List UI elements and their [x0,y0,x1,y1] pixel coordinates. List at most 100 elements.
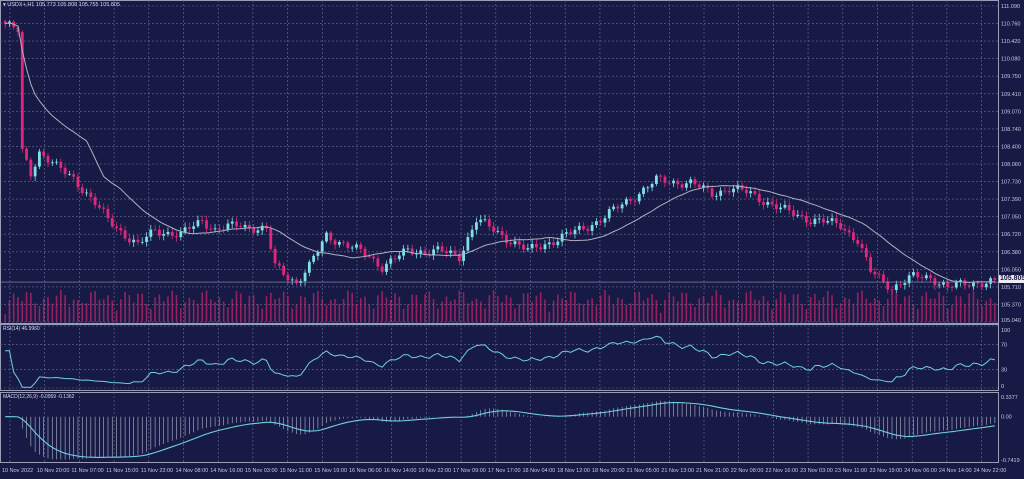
volume-bar [304,297,306,322]
candle-body [136,239,140,243]
volume-bar [719,295,722,322]
price-tick-label: 109.410 [1001,92,1021,98]
candle-body [882,274,885,282]
volume-bar [227,307,229,322]
candle-body [46,155,50,163]
candle-body [479,219,483,223]
volume-bar [312,293,315,322]
candle-body [380,266,384,272]
volume-bar [42,298,45,322]
candle-body [209,228,213,230]
volume-bar [214,301,216,322]
volume-bar [582,303,585,322]
volume-bar [351,292,353,322]
volume-bar [239,293,242,322]
candle-body [496,231,500,232]
volume-bar [479,301,482,322]
volume-bar [856,292,859,322]
candle-body [744,189,748,194]
volume-bar [115,310,118,322]
volume-bar [372,308,375,322]
candle-body [650,183,654,188]
volume-bar [715,290,718,322]
candle-body [16,27,20,33]
volume-bar [835,308,838,322]
volume-bar [381,291,383,322]
candle-body [565,232,568,234]
price-tick-label: 108.740 [1001,127,1021,133]
rsi-tick-label: 100 [1001,328,1010,334]
time-tick-label: 15 Nov 03:00 [245,468,278,474]
candle-body [290,279,294,281]
candle-body [50,162,54,164]
volume-bar [12,293,15,322]
price-tick-label: 105.370 [1001,302,1021,308]
candle-body [800,214,804,216]
candle-body [924,275,928,279]
volume-bar [754,299,756,322]
volume-bar [724,307,726,322]
time-tick-label: 18 Nov 20:00 [592,468,625,474]
volume-bar [38,306,41,322]
candle-body [989,278,992,284]
time-tick-label: 24 Nov 14:00 [939,468,972,474]
grid [0,0,998,462]
volume-bar [951,304,953,322]
volume-bar [257,304,259,322]
header-menu-icon[interactable]: ▾ [3,2,6,8]
volume-bar [706,302,709,322]
candle-body [449,250,453,254]
volume-bar [805,309,808,322]
volume-bar [192,299,195,322]
volume-bar [732,299,735,322]
candle-body [200,220,204,221]
candle-body [860,243,864,249]
volume-bar [222,301,225,322]
volume-bar [334,298,336,322]
volume-bar [81,302,84,322]
volume-bar [976,298,979,322]
candle-body [303,272,307,282]
price-tick-label: 110.420 [1001,39,1020,45]
price-tick-label: 108.060 [1001,162,1021,168]
candle-body [243,224,247,228]
volume-bar [518,303,521,322]
price-tick-label: 108.400 [1001,144,1021,150]
candle-body [157,229,161,236]
candle-body [980,283,984,288]
candle-body [886,281,890,290]
candle-body [106,208,110,219]
candle-body [963,280,967,286]
volume-bar [145,303,148,322]
volume-bar [338,303,341,322]
volume-bar [30,292,32,322]
volume-bar [985,300,988,322]
time-tick-label: 16 Nov 06:00 [349,468,382,474]
volume-bar [955,295,958,322]
candle-body [445,251,448,254]
candle-body [427,253,431,256]
candle-body [277,263,281,266]
candle-body [389,258,393,264]
volume-bar [21,300,24,322]
volume-bar [826,290,829,322]
volume-bar [102,299,105,322]
candle-body [337,242,341,245]
candle-body [85,192,88,194]
candle-body [140,241,144,243]
candle-body [890,289,894,291]
volume-bar [766,301,769,322]
time-tick-label: 22 Nov 08:00 [731,468,764,474]
volume-bar [445,296,448,322]
candle-body [792,210,795,216]
time-tick-label: 10 Nov 20:00 [37,468,70,474]
volume-bar [895,293,898,322]
volume-bar [629,303,632,322]
time-tick-label: 15 Nov 19:00 [314,468,347,474]
rsi-label: RSI(14) 46.9960 [3,326,40,332]
candle-body [166,232,170,235]
price-tick-label: 109.070 [1001,109,1021,115]
candle-body [697,184,701,188]
candle-body [894,284,898,291]
